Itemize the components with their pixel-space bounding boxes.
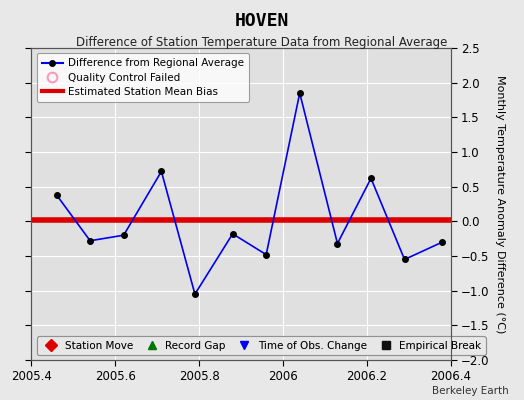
Text: Berkeley Earth: Berkeley Earth: [432, 386, 508, 396]
Text: HOVEN: HOVEN: [235, 12, 289, 30]
Text: Difference of Station Temperature Data from Regional Average: Difference of Station Temperature Data f…: [77, 36, 447, 49]
Legend: Station Move, Record Gap, Time of Obs. Change, Empirical Break: Station Move, Record Gap, Time of Obs. C…: [37, 336, 486, 355]
Y-axis label: Monthly Temperature Anomaly Difference (°C): Monthly Temperature Anomaly Difference (…: [495, 75, 505, 333]
